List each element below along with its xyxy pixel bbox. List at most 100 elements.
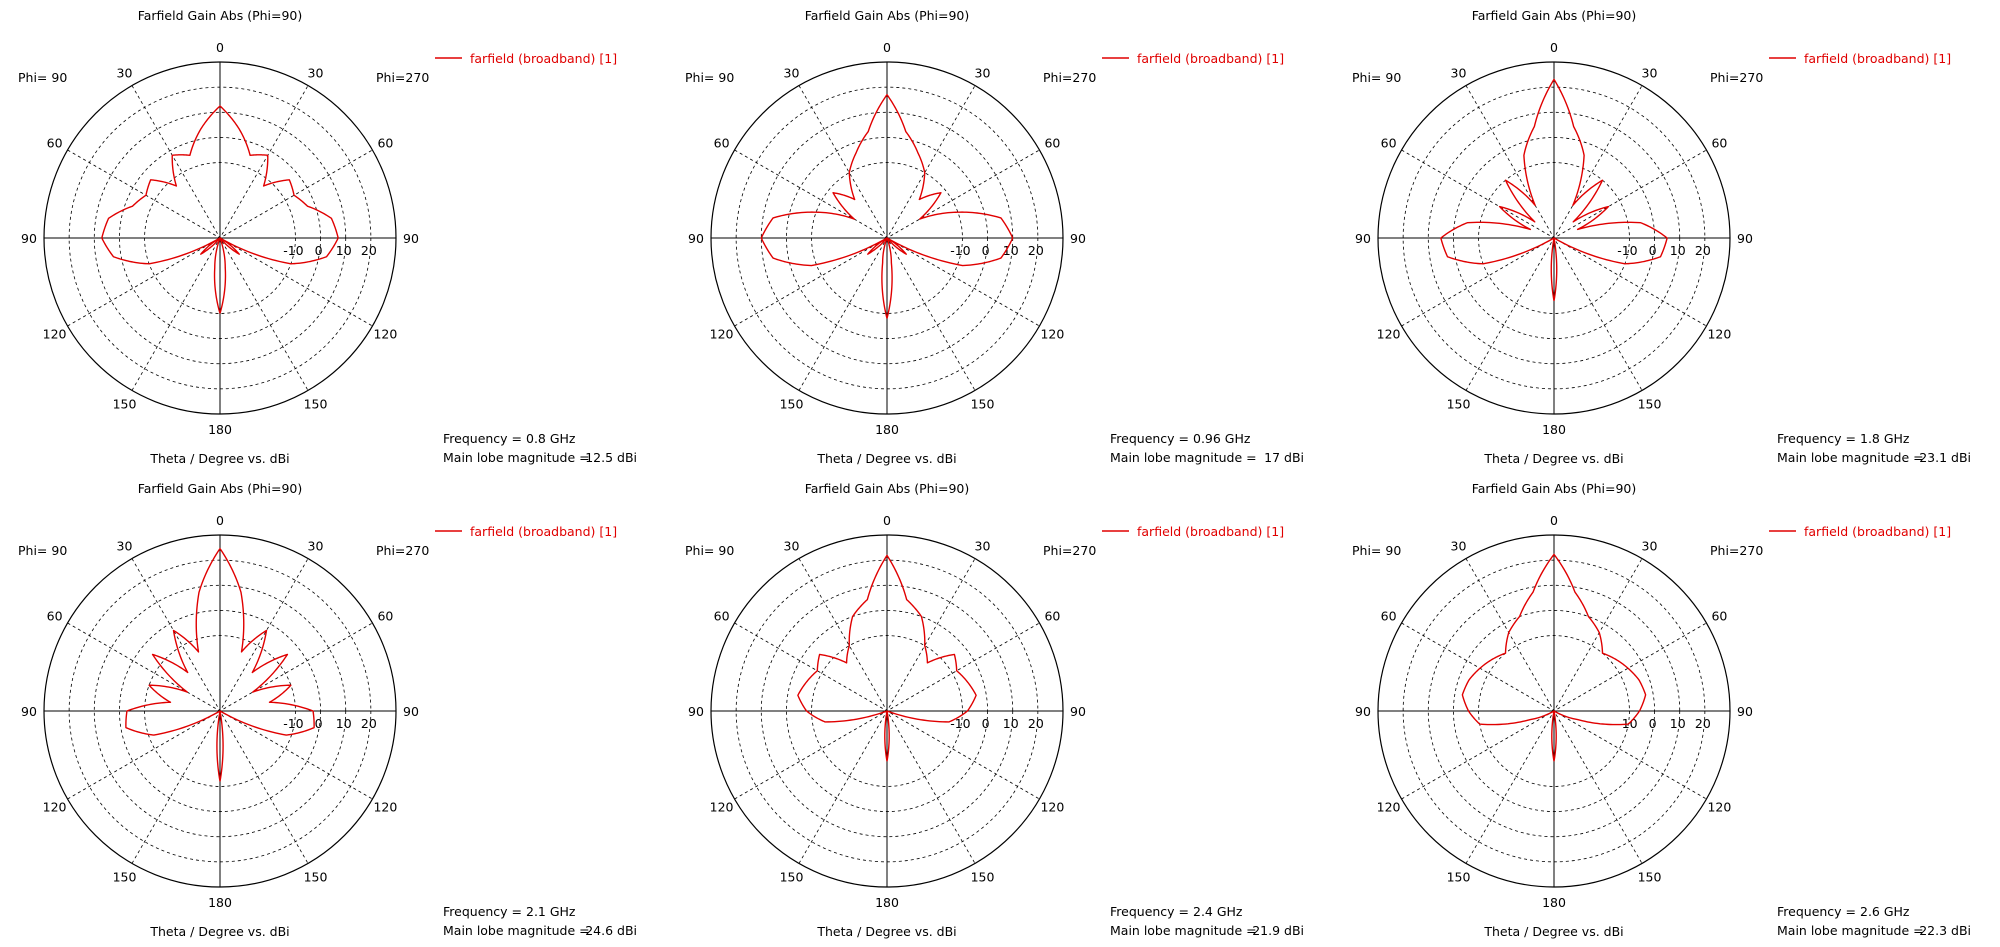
angle-tick-label: 60	[377, 609, 393, 624]
radial-tick-label: 0	[315, 243, 323, 258]
mainlobe-value: 23.1 dBi	[1919, 450, 1971, 465]
angle-tick-label: 120	[1707, 327, 1731, 342]
radial-tick-label: 0	[1649, 716, 1657, 731]
mainlobe-label: Main lobe magnitude =	[443, 450, 590, 465]
angle-tick-label: 30	[1642, 66, 1658, 81]
angle-tick-label: 120	[1707, 800, 1731, 815]
angle-tick-label: 120	[1040, 327, 1064, 342]
angle-tick-label: 30	[975, 539, 991, 554]
angle-tick-label: 90	[1737, 231, 1753, 246]
angle-tick-label: 90	[1355, 704, 1371, 719]
angle-tick-label: 60	[1044, 136, 1060, 151]
radial-tick-label: -10	[1617, 243, 1637, 258]
angle-tick-label: 0	[883, 513, 891, 528]
angle-tick-label: 150	[113, 396, 137, 411]
mainlobe-value: 22.3 dBi	[1919, 923, 1971, 938]
angle-tick-label: 90	[1070, 704, 1086, 719]
angle-tick-label: 150	[780, 396, 804, 411]
angle-tick-label: 120	[43, 327, 67, 342]
phi-right-label: Phi=270	[376, 70, 429, 85]
radial-tick-label: 10	[1670, 716, 1686, 731]
radial-tick-label: 0	[1649, 243, 1657, 258]
legend-label: farfield (broadband) [1]	[1804, 51, 1951, 66]
legend-label: farfield (broadband) [1]	[1137, 524, 1284, 539]
frequency-label: Frequency = 2.4 GHz	[1110, 904, 1243, 919]
gain-trace	[101, 105, 339, 314]
angle-tick-label: 120	[1040, 800, 1064, 815]
phi-right-label: Phi=270	[1710, 70, 1763, 85]
x-axis-label: Theta / Degree vs. dBi	[149, 451, 289, 466]
angle-tick-label: 90	[1070, 231, 1086, 246]
polar-chart-panel: Farfield Gain Abs (Phi=90) -10 0 10 20 0 30 60 9…	[667, 473, 1334, 946]
phi-left-label: Phi= 90	[685, 543, 734, 558]
angle-tick-label: 0	[1550, 40, 1558, 55]
angle-tick-label: 180	[1542, 895, 1566, 910]
radial-tick-label: -10	[283, 243, 303, 258]
legend-label: farfield (broadband) [1]	[470, 51, 617, 66]
legend-label: farfield (broadband) [1]	[470, 524, 617, 539]
angle-tick-label: 120	[373, 327, 397, 342]
radial-tick-label: 20	[1695, 716, 1711, 731]
angle-tick-label: 120	[43, 800, 67, 815]
angle-tick-label: 30	[784, 66, 800, 81]
polar-chart: Farfield Gain Abs (Phi=90)-10 0 10 20030609…	[685, 481, 1304, 939]
angle-tick-label: 0	[883, 40, 891, 55]
gain-trace	[797, 554, 977, 762]
radial-tick-label: 20	[361, 243, 377, 258]
angle-tick-label: 150	[971, 869, 995, 884]
radial-tick-label: 0	[982, 243, 990, 258]
angle-tick-label: 60	[47, 136, 63, 151]
angle-tick-label: 120	[1377, 327, 1401, 342]
mainlobe-value: 12.5 dBi	[585, 450, 637, 465]
angle-tick-label: 150	[1447, 869, 1471, 884]
frequency-label: Frequency = 0.96 GHz	[1110, 431, 1251, 446]
angle-tick-label: 180	[875, 422, 899, 437]
phi-left-label: Phi= 90	[1352, 70, 1401, 85]
angle-tick-label: 30	[308, 539, 324, 554]
chart-title: Farfield Gain Abs (Phi=90)	[138, 8, 303, 23]
radial-tick-label: 20	[1028, 243, 1044, 258]
angle-tick-label: 150	[113, 869, 137, 884]
angle-tick-label: 90	[1737, 704, 1753, 719]
polar-chart: Farfield Gain Abs (Phi=90)-10 0 10 20030609…	[1352, 8, 1971, 466]
polar-chart-panel: Farfield Gain Abs (Phi=90) -10 0 10 20 0 30 60 9…	[0, 473, 667, 946]
angle-tick-label: 60	[1044, 609, 1060, 624]
angle-tick-label: 150	[1638, 396, 1662, 411]
phi-right-label: Phi=270	[1043, 543, 1096, 558]
gain-trace	[125, 547, 315, 782]
angle-tick-label: 30	[784, 539, 800, 554]
angle-tick-label: 120	[1377, 800, 1401, 815]
mainlobe-label: Main lobe magnitude =	[1110, 923, 1257, 938]
radial-tick-label: 20	[1695, 243, 1711, 258]
polar-chart: Farfield Gain Abs (Phi=90)-10 0 10 20030609…	[1352, 481, 1971, 939]
legend-label: farfield (broadband) [1]	[1804, 524, 1951, 539]
angle-tick-label: 30	[1642, 539, 1658, 554]
x-axis-label: Theta / Degree vs. dBi	[149, 924, 289, 939]
frequency-label: Frequency = 1.8 GHz	[1777, 431, 1910, 446]
angle-tick-label: 30	[117, 539, 133, 554]
polar-chart-panel: Farfield Gain Abs (Phi=90) -10 0 10 20 0 30 60 9…	[1334, 473, 2000, 946]
radial-tick-label: -10	[950, 716, 970, 731]
radial-tick-label: 0	[982, 716, 990, 731]
x-axis-label: Theta / Degree vs. dBi	[1483, 924, 1623, 939]
angle-tick-label: 30	[975, 66, 991, 81]
mainlobe-label: Main lobe magnitude =	[443, 923, 590, 938]
polar-chart: Farfield Gain Abs (Phi=90)-10 0 10 20030609…	[18, 481, 637, 939]
angle-tick-label: 60	[47, 609, 63, 624]
angle-tick-label: 60	[714, 609, 730, 624]
angle-tick-label: 60	[377, 136, 393, 151]
phi-left-label: Phi= 90	[18, 543, 67, 558]
radial-tick-label: -10	[950, 243, 970, 258]
angle-tick-label: 180	[875, 895, 899, 910]
polar-chart: Farfield Gain Abs (Phi=90)-10 0 10 20030609…	[18, 8, 637, 466]
radial-tick-label: 10	[336, 243, 352, 258]
angle-tick-label: 0	[1550, 513, 1558, 528]
gain-trace	[1440, 78, 1668, 301]
gain-trace	[760, 93, 1014, 319]
angle-tick-label: 120	[710, 327, 734, 342]
angle-tick-label: 180	[208, 422, 232, 437]
mainlobe-value: 17 dBi	[1264, 450, 1304, 465]
angle-tick-label: 30	[308, 66, 324, 81]
angle-tick-label: 60	[1711, 609, 1727, 624]
